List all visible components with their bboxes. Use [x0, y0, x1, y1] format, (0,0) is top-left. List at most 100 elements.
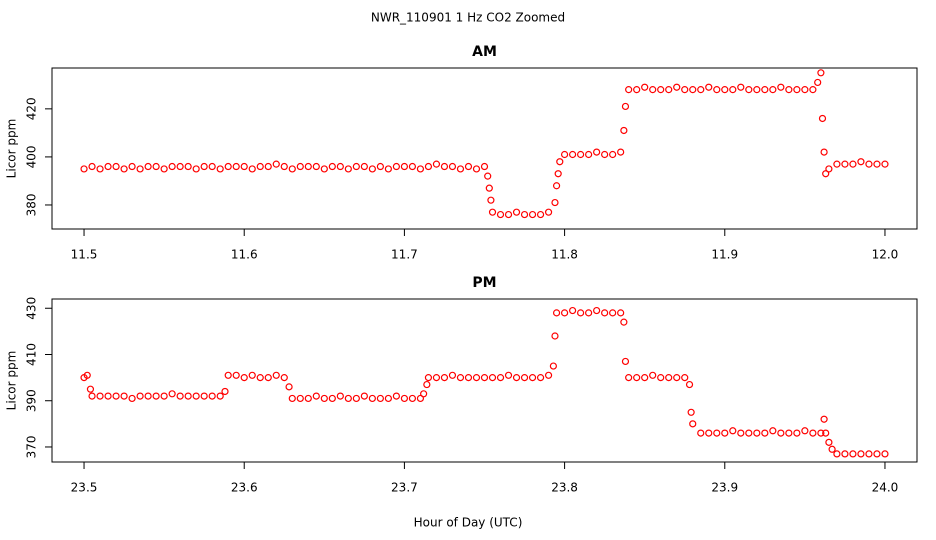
- point: [873, 160, 881, 168]
- point: [585, 309, 593, 317]
- point: [320, 394, 328, 403]
- point: [248, 371, 256, 379]
- point: [328, 162, 336, 171]
- point: [528, 210, 537, 219]
- x-tick-label: 23.5: [71, 481, 98, 495]
- point: [440, 162, 449, 171]
- point: [176, 392, 184, 400]
- point: [256, 162, 264, 171]
- point: [216, 392, 224, 400]
- point: [424, 162, 433, 171]
- point: [577, 150, 585, 159]
- y-tick-label: 400: [25, 145, 39, 168]
- point: [822, 170, 830, 178]
- point: [745, 86, 753, 94]
- point: [336, 162, 344, 171]
- point: [681, 374, 689, 382]
- x-tick-label: 11.9: [711, 248, 738, 262]
- point: [620, 126, 628, 135]
- point: [487, 196, 495, 204]
- point: [83, 371, 91, 379]
- point: [817, 69, 825, 77]
- point: [577, 309, 585, 317]
- point: [685, 380, 694, 389]
- point: [551, 198, 559, 207]
- point: [641, 83, 649, 91]
- point: [673, 83, 681, 91]
- point: [569, 150, 577, 159]
- point: [216, 165, 224, 173]
- point: [814, 78, 822, 87]
- point: [192, 165, 200, 173]
- point: [328, 394, 336, 403]
- point: [601, 309, 609, 317]
- point: [761, 86, 769, 94]
- point: [480, 162, 489, 171]
- point: [761, 429, 769, 437]
- point: [192, 392, 200, 400]
- point: [224, 371, 232, 379]
- panel: AM Licor ppm 11.5 11.6 11.7 11.8 11.9 12.0 380 40…: [5, 44, 918, 262]
- point: [420, 390, 428, 398]
- point: [392, 162, 400, 171]
- point: [80, 165, 88, 173]
- point: [368, 165, 376, 173]
- point: [360, 392, 368, 400]
- point: [488, 208, 497, 216]
- point: [657, 86, 665, 94]
- point: [617, 148, 625, 156]
- point: [551, 332, 559, 340]
- point: [865, 160, 873, 168]
- point: [112, 392, 120, 400]
- y-axis-label: Licor ppm: [5, 351, 19, 411]
- point: [416, 165, 425, 173]
- point: [833, 450, 841, 458]
- point: [536, 210, 545, 219]
- point: [818, 114, 827, 123]
- point: [208, 392, 216, 400]
- point: [456, 165, 465, 173]
- point: [240, 374, 248, 382]
- point: [144, 392, 152, 400]
- point: [464, 162, 473, 171]
- point: [432, 374, 441, 382]
- point: [280, 374, 288, 382]
- point: [633, 374, 641, 382]
- point: [168, 390, 176, 398]
- point: [376, 394, 384, 403]
- point: [496, 374, 505, 382]
- point: [304, 394, 312, 403]
- point: [344, 394, 352, 403]
- point: [536, 374, 545, 382]
- x-tick-label: 23.8: [551, 481, 578, 495]
- point: [657, 374, 665, 382]
- point: [128, 162, 136, 171]
- point: [472, 374, 481, 382]
- point: [625, 86, 633, 94]
- point: [649, 371, 657, 379]
- point: [280, 162, 288, 171]
- point: [296, 162, 304, 171]
- point: [549, 362, 557, 370]
- point: [641, 374, 649, 382]
- point: [609, 150, 617, 159]
- point: [320, 165, 328, 173]
- point: [520, 210, 529, 219]
- point: [408, 394, 417, 403]
- point: [264, 162, 272, 171]
- point: [777, 83, 785, 91]
- point: [552, 182, 561, 190]
- point: [665, 86, 673, 94]
- point: [488, 374, 497, 382]
- y-tick-label: 370: [25, 436, 39, 459]
- point: [221, 387, 229, 396]
- point: [128, 394, 136, 403]
- point: [288, 394, 296, 403]
- point: [552, 309, 561, 317]
- point: [554, 170, 562, 178]
- point: [881, 450, 889, 458]
- point: [673, 374, 681, 382]
- point: [620, 318, 628, 326]
- y-tick-label: 420: [25, 97, 39, 120]
- point: [745, 429, 753, 437]
